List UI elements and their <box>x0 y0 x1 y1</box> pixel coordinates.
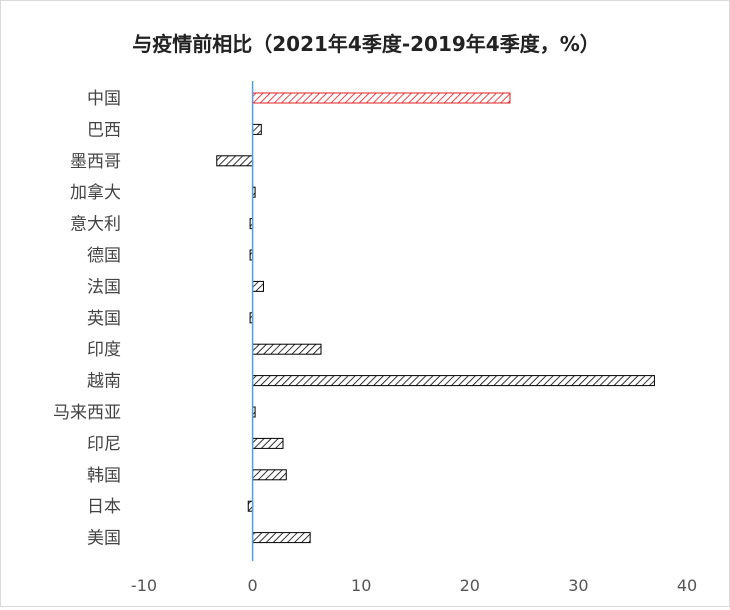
category-label: 韩国 <box>87 466 121 486</box>
category-label: 美国 <box>87 529 121 549</box>
bars-group <box>216 92 655 544</box>
bar-印尼 <box>252 437 284 449</box>
category-label: 巴西 <box>87 120 121 140</box>
x-tick-label: 10 <box>351 576 371 595</box>
category-label: 日本 <box>87 497 121 517</box>
category-label: 印尼 <box>87 434 121 454</box>
bar-法国 <box>252 280 264 292</box>
bar-美国 <box>252 532 311 544</box>
x-tick-label: 30 <box>568 576 588 595</box>
category-label: 马来西亚 <box>53 403 121 423</box>
category-label: 墨西哥 <box>70 152 121 172</box>
bar-韩国 <box>252 469 287 481</box>
bar-中国 <box>252 92 511 104</box>
category-label: 英国 <box>87 309 121 329</box>
x-tick-label: 40 <box>677 576 697 595</box>
bar-墨西哥 <box>216 155 254 167</box>
bar-印度 <box>252 343 322 355</box>
category-label: 印度 <box>87 340 121 360</box>
category-label: 加拿大 <box>70 182 121 203</box>
bar-越南 <box>252 375 655 387</box>
x-tick-label: 0 <box>248 576 258 595</box>
category-label: 法国 <box>87 277 121 297</box>
x-tick-labels: -10 0 10 20 30 40 <box>131 576 697 595</box>
category-label: 意大利 <box>70 215 121 235</box>
x-tick-label: 20 <box>460 576 480 595</box>
category-label: 德国 <box>87 246 121 266</box>
category-label: 中国 <box>87 89 121 109</box>
x-tick-label: -10 <box>131 576 157 595</box>
bar-巴西 <box>252 123 262 135</box>
category-label: 越南 <box>87 372 121 392</box>
chart-title: 与疫情前相比（2021年4季度-2019年4季度，%） <box>132 32 600 56</box>
